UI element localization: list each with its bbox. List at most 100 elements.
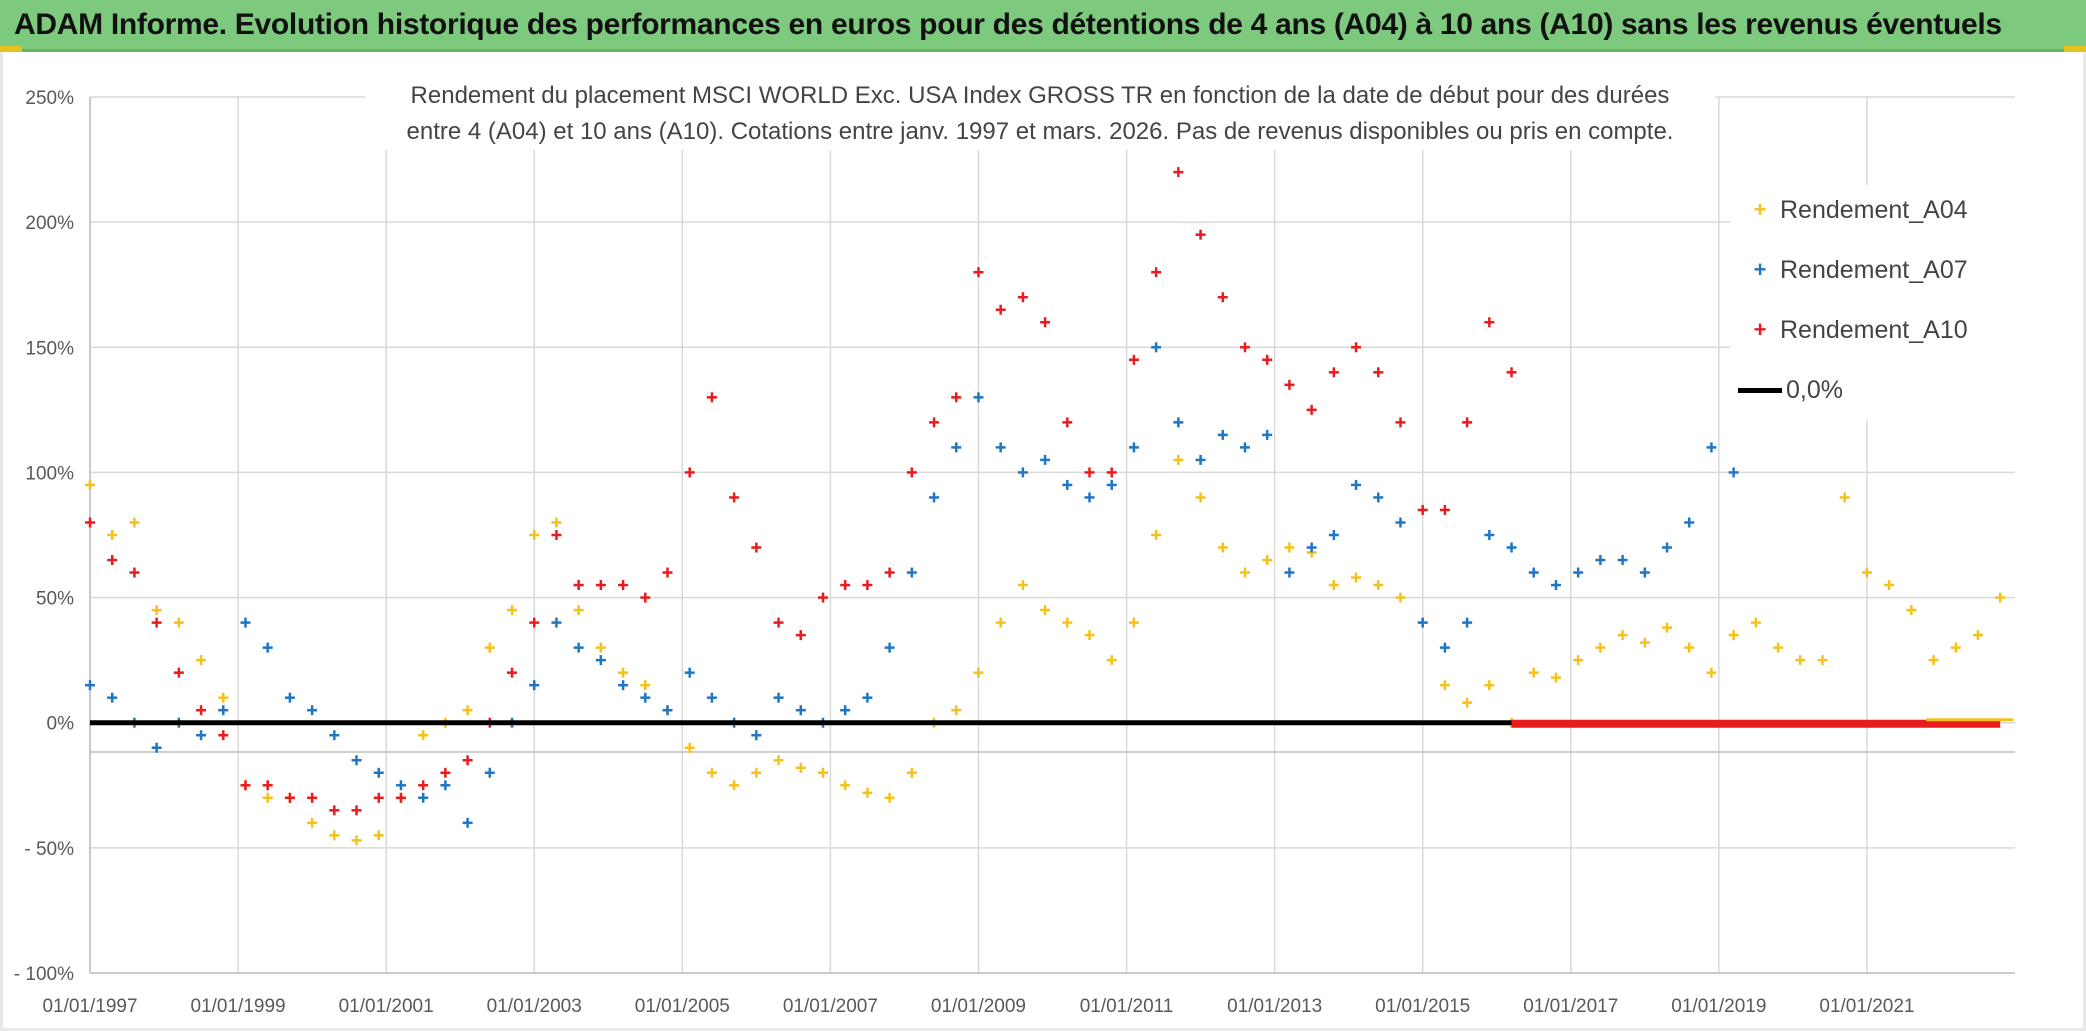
scatter-point xyxy=(196,730,207,741)
scatter-point xyxy=(1106,655,1117,666)
scatter-point xyxy=(1439,504,1450,515)
plot-area-border xyxy=(89,97,2015,974)
scatter-point xyxy=(1484,680,1495,691)
scatter-point xyxy=(1062,417,1073,428)
scatter-point xyxy=(995,442,1006,453)
scatter-point xyxy=(773,755,784,766)
x-tick-label: 01/01/2015 xyxy=(1375,996,1470,1017)
scatter-point xyxy=(929,492,940,503)
scatter-point xyxy=(1306,404,1317,415)
scatter-point xyxy=(1173,167,1184,178)
scatter-point xyxy=(1639,567,1650,578)
scatter-point xyxy=(351,805,362,816)
scatter-point xyxy=(684,467,695,478)
scatter-point xyxy=(884,567,895,578)
scatter-point xyxy=(1128,442,1139,453)
scatter-point xyxy=(795,762,806,773)
scatter-point xyxy=(1128,354,1139,365)
scatter-point xyxy=(1884,580,1895,591)
scatter-point xyxy=(173,667,184,678)
scatter-point xyxy=(1040,317,1051,328)
chart-marks xyxy=(85,167,2006,846)
scatter-point xyxy=(595,580,606,591)
scatter-point xyxy=(107,692,118,703)
page-title: ADAM Informe. Evolution historique des p… xyxy=(14,8,2002,41)
scatter-point xyxy=(351,835,362,846)
scatter-point xyxy=(573,580,584,591)
legend-marker-a07: + xyxy=(1753,257,1767,282)
scatter-point xyxy=(262,642,273,653)
scatter-point xyxy=(1972,630,1983,641)
x-tick-label: 01/01/1999 xyxy=(191,996,286,1017)
scatter-point xyxy=(1351,572,1362,583)
scatter-point xyxy=(1151,267,1162,278)
scatter-point xyxy=(85,479,95,490)
scatter-point xyxy=(1728,630,1739,641)
scatter-point xyxy=(573,605,584,616)
scatter-point xyxy=(1439,680,1450,691)
scatter-point xyxy=(107,555,118,566)
scatter-point xyxy=(640,592,651,603)
scatter-point xyxy=(1040,454,1051,465)
scatter-point xyxy=(1417,504,1428,515)
scatter-point xyxy=(1284,567,1295,578)
x-axis-labels: 01/01/1997 01/01/1999 01/01/2001 01/01/2003… xyxy=(42,996,1914,1017)
scatter-point xyxy=(1217,542,1228,553)
scatter-point xyxy=(929,417,940,428)
scatter-point xyxy=(706,392,717,403)
scatter-point xyxy=(329,730,340,741)
title-bar: ADAM Informe. Evolution historique des p… xyxy=(0,0,2086,52)
chart-grid xyxy=(89,96,2015,974)
scatter-point xyxy=(307,705,318,716)
scatter-point xyxy=(862,692,873,703)
scatter-point xyxy=(284,692,295,703)
scatter-point xyxy=(1106,467,1117,478)
y-tick-label: 150% xyxy=(25,338,74,359)
scatter-point xyxy=(418,730,429,741)
legend-marker-a10: + xyxy=(1753,317,1767,342)
scatter-point xyxy=(1351,342,1362,353)
scatter-point xyxy=(329,805,340,816)
scatter-point xyxy=(1328,580,1339,591)
scatter-point xyxy=(240,780,251,791)
x-tick-label: 01/01/2019 xyxy=(1671,996,1766,1017)
scatter-point xyxy=(440,780,451,791)
y-tick-label: 100% xyxy=(25,463,74,484)
scatter-point xyxy=(1017,580,1028,591)
scatter-point xyxy=(151,605,162,616)
scatter-point xyxy=(684,742,695,753)
scatter-point xyxy=(373,830,384,841)
scatter-point xyxy=(1684,642,1695,653)
x-tick-label: 01/01/2017 xyxy=(1523,996,1618,1017)
scatter-point xyxy=(262,792,273,803)
legend-item-zero: 0,0% xyxy=(1738,370,1843,410)
legend-line-zero xyxy=(1738,387,1782,393)
x-tick-label: 01/01/1997 xyxy=(42,996,137,1017)
y-tick-label: 50% xyxy=(36,589,74,610)
scatter-point xyxy=(1062,617,1073,628)
scatter-point xyxy=(1084,492,1095,503)
scatter-point xyxy=(773,617,784,628)
x-tick-label: 01/01/2013 xyxy=(1227,996,1322,1017)
scatter-point xyxy=(1706,667,1717,678)
scatter-point xyxy=(1195,492,1206,503)
scatter-point xyxy=(1706,442,1717,453)
scatter-point xyxy=(1017,292,1028,303)
scatter-point xyxy=(1128,617,1139,628)
scatter-point xyxy=(173,617,184,628)
scatter-point xyxy=(618,680,629,691)
scatter-point xyxy=(1506,367,1517,378)
scatter-point xyxy=(1151,530,1162,540)
scatter-point xyxy=(1573,567,1584,578)
scatter-point xyxy=(1506,542,1517,553)
scatter-point xyxy=(307,817,318,828)
scatter-point xyxy=(1595,642,1606,653)
legend-marker-a04: + xyxy=(1753,197,1767,222)
scatter-point xyxy=(1750,617,1761,628)
scatter-point xyxy=(840,580,851,591)
scatter-point xyxy=(1240,442,1250,453)
scatter-point xyxy=(1662,542,1673,553)
scatter-point xyxy=(395,792,406,803)
scatter-point xyxy=(751,767,762,778)
scatter-point xyxy=(1795,655,1806,666)
